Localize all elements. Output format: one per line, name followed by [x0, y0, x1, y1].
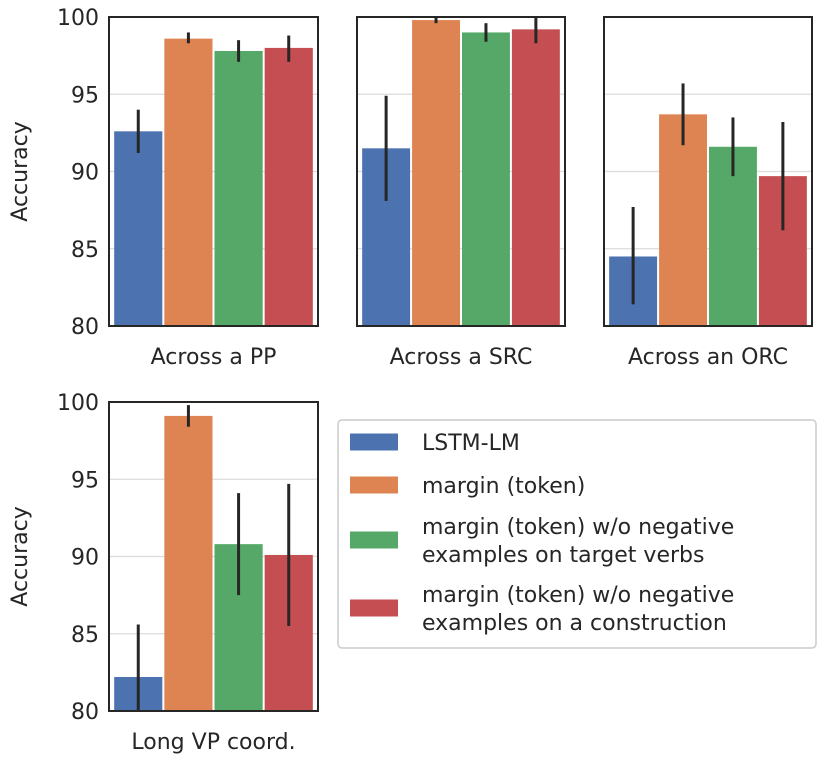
y-tick-label: 85 [71, 238, 99, 263]
legend-entry: margin (token) [350, 474, 585, 499]
legend-entry: LSTM-LM [350, 431, 520, 456]
bar [264, 47, 313, 327]
legend-entry: margin (token) w/o negative examples on t… [350, 515, 734, 568]
legend-label: margin (token) [422, 474, 585, 499]
chart-panel-4: 80 85 90 95 100 Accuracy Long VP coord. [8, 391, 319, 755]
legend-entry: margin (token) w/o negative examples on a… [350, 583, 734, 636]
bar [709, 146, 757, 326]
y-tick-label: 100 [57, 6, 99, 31]
chart-panel-3: Across an ORC [603, 16, 813, 370]
axes-frame [108, 16, 319, 327]
y-tick-label: 90 [71, 161, 99, 186]
x-axis-label: Long VP coord. [131, 730, 295, 755]
x-axis-label: Across a PP [151, 345, 277, 370]
bar [412, 20, 460, 327]
axes-frame [108, 401, 319, 712]
legend-swatch [350, 531, 398, 549]
y-tick-label: 95 [71, 83, 99, 108]
y-axis-label: Accuracy [8, 506, 33, 606]
legend-swatch [350, 599, 398, 617]
bar [164, 415, 213, 711]
y-tick-label: 80 [71, 315, 99, 340]
bar [659, 114, 707, 327]
y-axis-label: Accuracy [8, 121, 33, 221]
legend-label: margin (token) w/o negative [422, 583, 734, 608]
axes-frame [356, 16, 566, 327]
bar [214, 50, 263, 327]
y-tick-label: 100 [57, 391, 99, 416]
x-axis-label: Across an ORC [628, 345, 788, 370]
bar [114, 131, 163, 326]
y-tick-label: 95 [71, 468, 99, 493]
legend-label: examples on a construction [422, 611, 727, 636]
legend: LSTM-LM margin (token) margin (token) w/o … [337, 419, 817, 649]
chart-panel-1: 80 85 90 95 100 Accuracy Across a PP [8, 6, 319, 370]
y-tick-label: 90 [71, 546, 99, 571]
x-axis-label: Across a SRC [390, 345, 533, 370]
axes-frame [603, 16, 813, 327]
legend-label: LSTM-LM [422, 431, 520, 456]
y-tick-label: 85 [71, 623, 99, 648]
legend-swatch [350, 476, 398, 494]
chart-panel-2: Across a SRC [356, 16, 566, 370]
legend-label: margin (token) w/o negative [422, 515, 734, 540]
bar [462, 32, 510, 326]
legend-label: examples on target verbs [422, 543, 704, 568]
bar [164, 38, 213, 326]
bar [511, 29, 560, 327]
y-tick-label: 80 [71, 700, 99, 725]
legend-box [337, 419, 817, 649]
legend-swatch [350, 433, 398, 451]
